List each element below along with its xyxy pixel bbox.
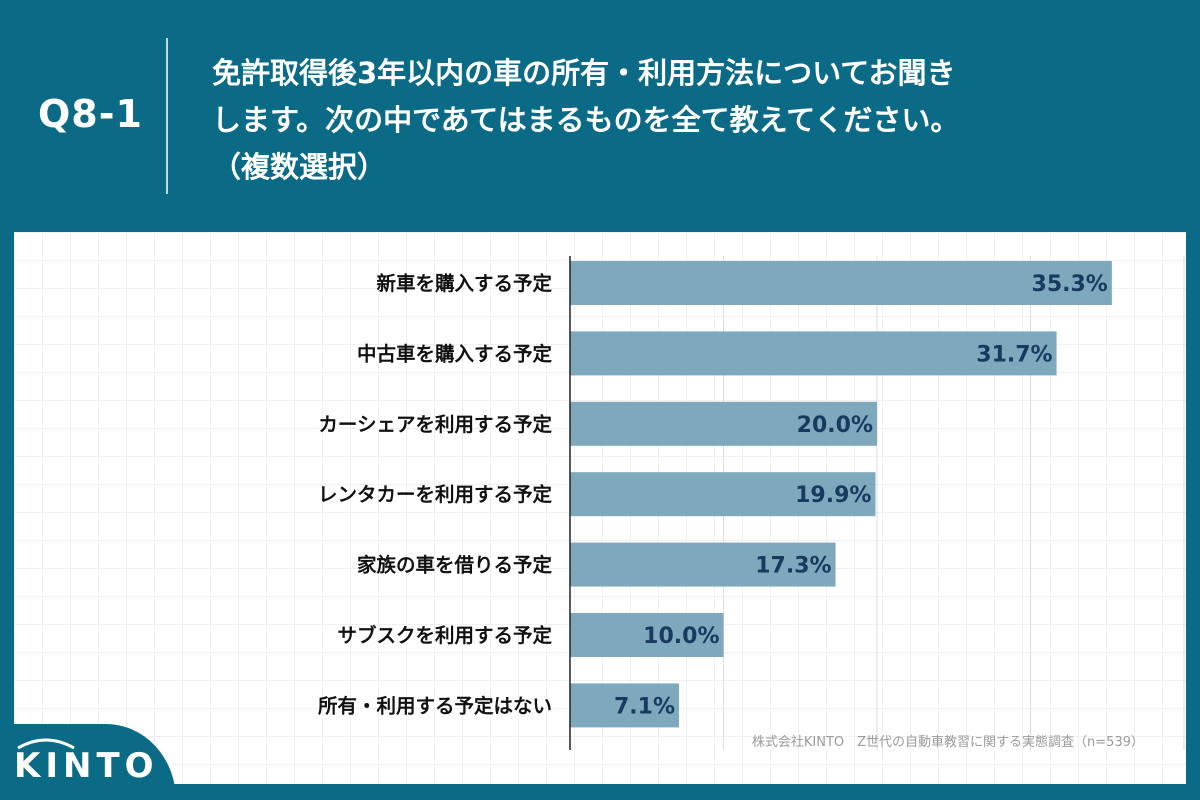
bar-5 (570, 613, 724, 657)
value-label-2: 20.0% (797, 413, 873, 438)
header-divider (166, 38, 168, 194)
value-label-3: 19.9% (795, 483, 871, 508)
bar-0 (570, 261, 1112, 305)
category-label-6: 所有・利用する予定はない (318, 694, 552, 717)
bar-1 (570, 331, 1057, 376)
category-label-3: レンタカーを利用する予定 (318, 483, 553, 506)
category-label-5: サブスクを利用する予定 (337, 624, 552, 647)
value-label-1: 31.7% (976, 342, 1052, 367)
bar-6 (570, 683, 679, 728)
question-line-3: （複数選択） (212, 150, 387, 184)
category-label-4: 家族の車を借りる予定 (357, 554, 553, 577)
bar-2 (570, 401, 877, 446)
question-line-2: します。次の中であてはまるものを全て教えてください。 (212, 103, 960, 137)
question-line-1: 免許取得後3年以内の車の所有・利用方法についてお聞き (212, 56, 956, 90)
bar-3 (570, 472, 876, 517)
value-label-5: 10.0% (643, 624, 719, 649)
value-label-0: 35.3% (1032, 272, 1108, 297)
chart-panel: 新車を購入する予定 35.3% 中古車を購入する予定 31.7% カーシェアを利用する予… (14, 232, 1186, 784)
category-label-2: カーシェアを利用する予定 (318, 413, 552, 436)
question-number: Q8-1 (38, 92, 143, 136)
logo-arc-icon (17, 738, 75, 750)
category-label-1: 中古車を購入する予定 (357, 342, 553, 365)
value-label-6: 7.1% (614, 694, 675, 719)
category-label-0: 新車を購入する予定 (376, 272, 552, 295)
bar-4 (570, 542, 836, 587)
header: Q8-1 免許取得後3年以内の車の所有・利用方法についてお聞き します。次の中で… (0, 0, 1200, 232)
question-text: 免許取得後3年以内の車の所有・利用方法についてお聞き します。次の中であてはまる… (212, 50, 1172, 191)
source-note: 株式会社KINTO Z世代の自動車教習に関する実態調査（n=539） (751, 735, 1144, 750)
logo-area: KINTO (0, 724, 176, 800)
kinto-logo: KINTO (14, 746, 159, 786)
value-label-4: 17.3% (755, 554, 831, 579)
bar-chart: 新車を購入する予定 35.3% 中古車を購入する予定 31.7% カーシェアを利用する予… (318, 256, 1185, 750)
